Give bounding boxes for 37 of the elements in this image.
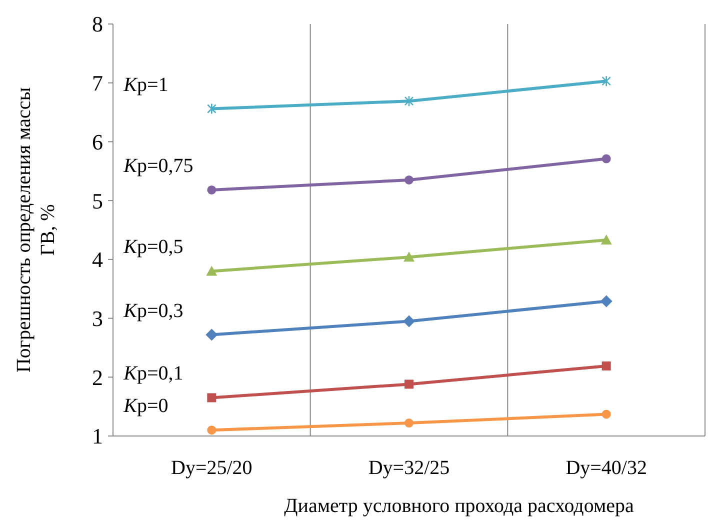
- point: [207, 426, 216, 435]
- y-tick-label: 5: [92, 188, 103, 214]
- text: Kp=1: [122, 74, 168, 96]
- y-axis-title: Погрешность определения массы ГВ, %: [13, 87, 59, 373]
- point: [404, 252, 414, 262]
- point: [600, 234, 612, 245]
- series-label: Kp=0,75: [122, 154, 194, 177]
- x-tick-label: Dy=32/25: [368, 457, 450, 479]
- y-tick-label: 2: [92, 364, 103, 390]
- point: [600, 295, 612, 308]
- point: [602, 361, 611, 370]
- y-tick-label: 1: [92, 424, 103, 449]
- series-label: Kp=0,3: [122, 300, 184, 322]
- point: [206, 328, 218, 341]
- point: [403, 315, 415, 328]
- point: [207, 393, 216, 402]
- text: Kp=0: [122, 395, 168, 418]
- point: [602, 410, 611, 419]
- point: [207, 185, 216, 194]
- point: [404, 418, 414, 428]
- x-axis-title: Диаметр условного прохода расходомера: [284, 495, 634, 517]
- point: [404, 380, 414, 389]
- y-tick-label: 4: [92, 247, 103, 272]
- series-label: Kp=0,1: [122, 362, 184, 385]
- x-tick-label: Dy=40/32: [566, 457, 647, 479]
- point: [207, 103, 216, 114]
- point: [602, 75, 611, 87]
- y-tick-label: 6: [92, 129, 103, 154]
- point: [206, 266, 218, 276]
- series-label: Kp=0,5: [122, 236, 184, 258]
- y-tick-label: 8: [92, 12, 103, 37]
- point: [602, 154, 611, 164]
- y-tick-label: 7: [92, 70, 103, 96]
- x-tick-label: Dy=25/20: [171, 457, 252, 479]
- y-tick-label: 3: [92, 306, 103, 331]
- point: [404, 175, 414, 184]
- point: [404, 95, 414, 107]
